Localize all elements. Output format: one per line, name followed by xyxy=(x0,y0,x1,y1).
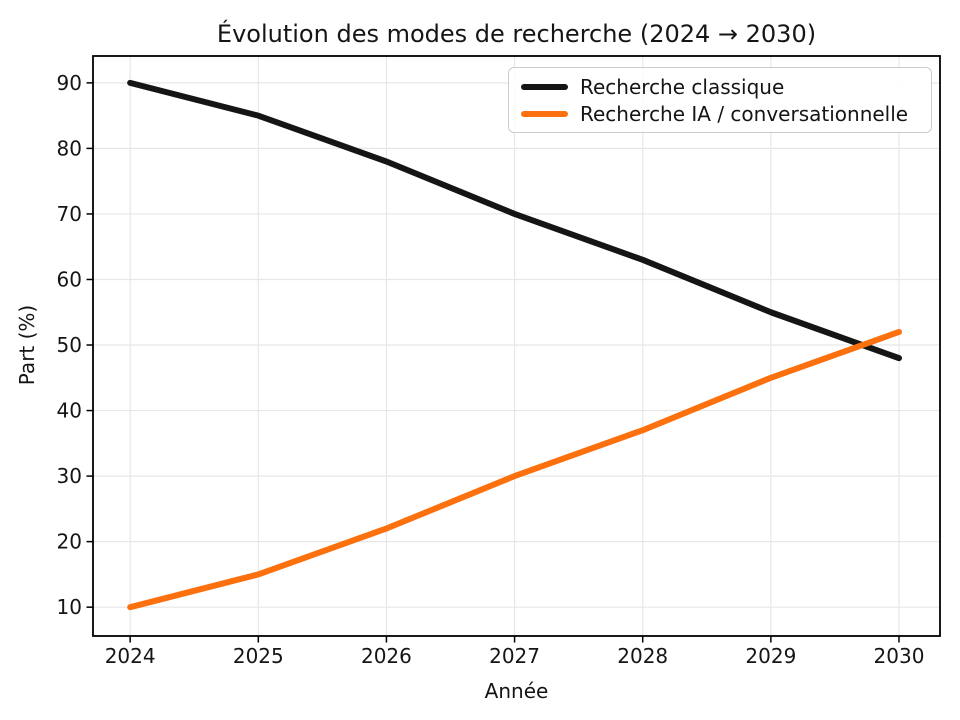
x-tick-label-2027: 2027 xyxy=(489,644,540,668)
y-tick-label-20: 20 xyxy=(57,530,82,554)
legend-item-classique: Recherche classique xyxy=(521,74,919,99)
legend-swatch-ia xyxy=(521,110,568,117)
x-tick-label-2025: 2025 xyxy=(233,644,284,668)
x-tick-label-2024: 2024 xyxy=(105,644,156,668)
y-tick-label-60: 60 xyxy=(57,267,82,291)
y-tick-label-90: 90 xyxy=(57,71,82,95)
legend-label-ia: Recherche IA / conversationnelle xyxy=(580,101,909,126)
y-tick-label-10: 10 xyxy=(57,595,82,619)
series-line-recherche-classique xyxy=(127,79,902,362)
legend-swatch-classique xyxy=(521,83,568,90)
y-tick-label-30: 30 xyxy=(57,464,82,488)
legend: Recherche classique Recherche IA / conve… xyxy=(508,67,932,133)
y-tick-label-50: 50 xyxy=(57,333,82,357)
y-tick-label-80: 80 xyxy=(57,136,82,160)
x-tick-label-2029: 2029 xyxy=(745,644,796,668)
legend-item-ia: Recherche IA / conversationnelle xyxy=(521,101,919,126)
x-axis-label: Année xyxy=(484,679,549,703)
y-tick-label-40: 40 xyxy=(57,399,82,423)
series-line-recherche-ia-conversationnelle xyxy=(127,328,902,611)
x-tick-label-2028: 2028 xyxy=(617,644,668,668)
x-tick-label-2030: 2030 xyxy=(874,644,925,668)
legend-label-classique: Recherche classique xyxy=(580,74,785,99)
y-tick-label-70: 70 xyxy=(57,202,82,226)
axes-spines xyxy=(92,55,941,637)
chart-title: Évolution des modes de recherche (2024 →… xyxy=(216,20,817,48)
y-axis-label: Part (%) xyxy=(15,304,39,386)
x-tick-label-2026: 2026 xyxy=(361,644,412,668)
